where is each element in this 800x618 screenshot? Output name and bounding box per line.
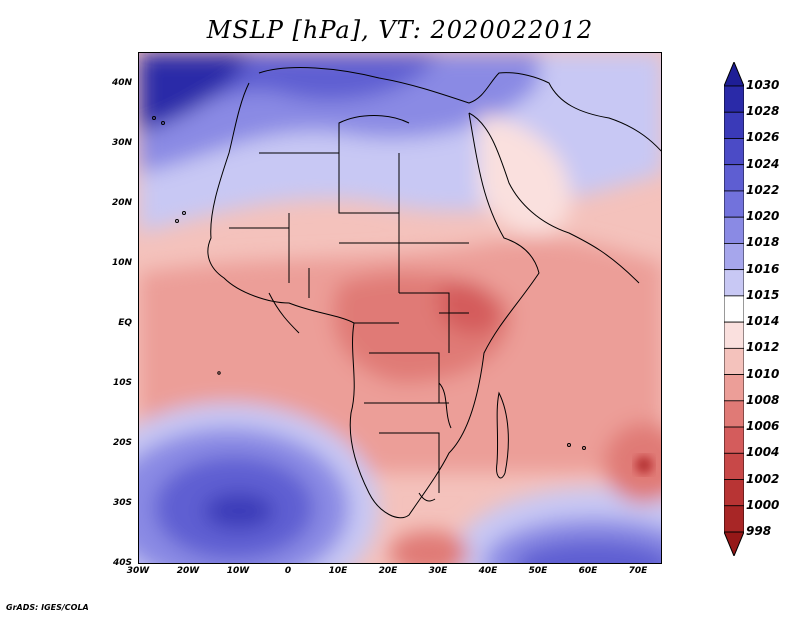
lon-label-30e: 30E	[428, 566, 448, 576]
credit-label: GrADS: IGES/COLA	[6, 603, 89, 612]
colorbar-label: 1002	[746, 471, 780, 486]
colorbar-label: 1018	[746, 235, 780, 250]
colorbar-segment	[724, 426, 744, 454]
colorbar-label: 1012	[746, 340, 780, 355]
colorbar-segment	[724, 347, 744, 375]
colorbar-segment	[724, 243, 744, 271]
colorbar	[724, 62, 744, 556]
lon-label-10w: 10W	[226, 566, 250, 576]
colorbar-segment	[724, 400, 744, 428]
colorbar-label: 1010	[746, 366, 780, 381]
lat-label-20n: 20N	[111, 198, 132, 208]
colorbar-segment	[724, 164, 744, 192]
colorbar-top-triangle	[724, 62, 744, 87]
lat-label-40n: 40N	[111, 78, 132, 88]
colorbar-label: 1008	[746, 392, 780, 407]
lon-label-70e: 70E	[628, 566, 648, 576]
colorbar-label: 1004	[746, 445, 780, 460]
colorbar-label: 998	[746, 524, 772, 538]
lat-label-10s: 10S	[112, 378, 132, 388]
lon-label-50e: 50E	[528, 566, 548, 576]
lon-label-20e: 20E	[378, 566, 398, 576]
lat-label-eq: EQ	[118, 318, 132, 328]
colorbar-label: 1022	[746, 182, 780, 197]
lat-label-10n: 10N	[111, 258, 132, 268]
lon-label-0: 0	[284, 566, 292, 576]
colorbar-segment	[724, 190, 744, 218]
colorbar-segment	[724, 85, 744, 113]
colorbar-label: 1028	[746, 104, 780, 119]
colorbar-segment	[724, 138, 744, 166]
colorbar-label: 1016	[746, 261, 780, 276]
pressure-map	[138, 52, 662, 564]
colorbar-segment	[724, 269, 744, 297]
colorbar-segment	[724, 295, 744, 323]
lon-label-40e: 40E	[478, 566, 498, 576]
colorbar-segment	[724, 216, 744, 244]
colorbar-bottom-triangle	[724, 531, 744, 556]
colorbar-segment	[724, 111, 744, 139]
colorbar-label: 1006	[746, 419, 780, 434]
colorbar-label: 1020	[746, 209, 780, 224]
colorbar-segment	[724, 321, 744, 349]
colorbar-label: 1015	[746, 287, 780, 302]
colorbar-label: 1024	[746, 156, 780, 171]
pressure-field-shading	[139, 53, 661, 563]
map-title: MSLP [hPa], VT: 2020022012	[206, 16, 594, 44]
colorbar-segment	[724, 479, 744, 507]
lon-label-20w: 20W	[176, 566, 200, 576]
colorbar-segment	[724, 505, 744, 533]
colorbar-label: 1026	[746, 130, 780, 145]
colorbar-segment	[724, 452, 744, 480]
lat-label-40s: 40S	[112, 558, 132, 568]
colorbar-segment	[724, 374, 744, 402]
lon-label-30w: 30W	[126, 566, 150, 576]
colorbar-label: 1000	[746, 497, 780, 512]
lon-label-10e: 10E	[328, 566, 348, 576]
lon-label-60e: 60E	[578, 566, 598, 576]
lat-label-30n: 30N	[111, 138, 132, 148]
country-boundaries	[207, 67, 661, 519]
lat-label-30s: 30S	[112, 498, 132, 508]
lat-label-20s: 20S	[112, 438, 132, 448]
colorbar-label: 1030	[746, 78, 780, 92]
colorbar-label: 1014	[746, 314, 780, 329]
